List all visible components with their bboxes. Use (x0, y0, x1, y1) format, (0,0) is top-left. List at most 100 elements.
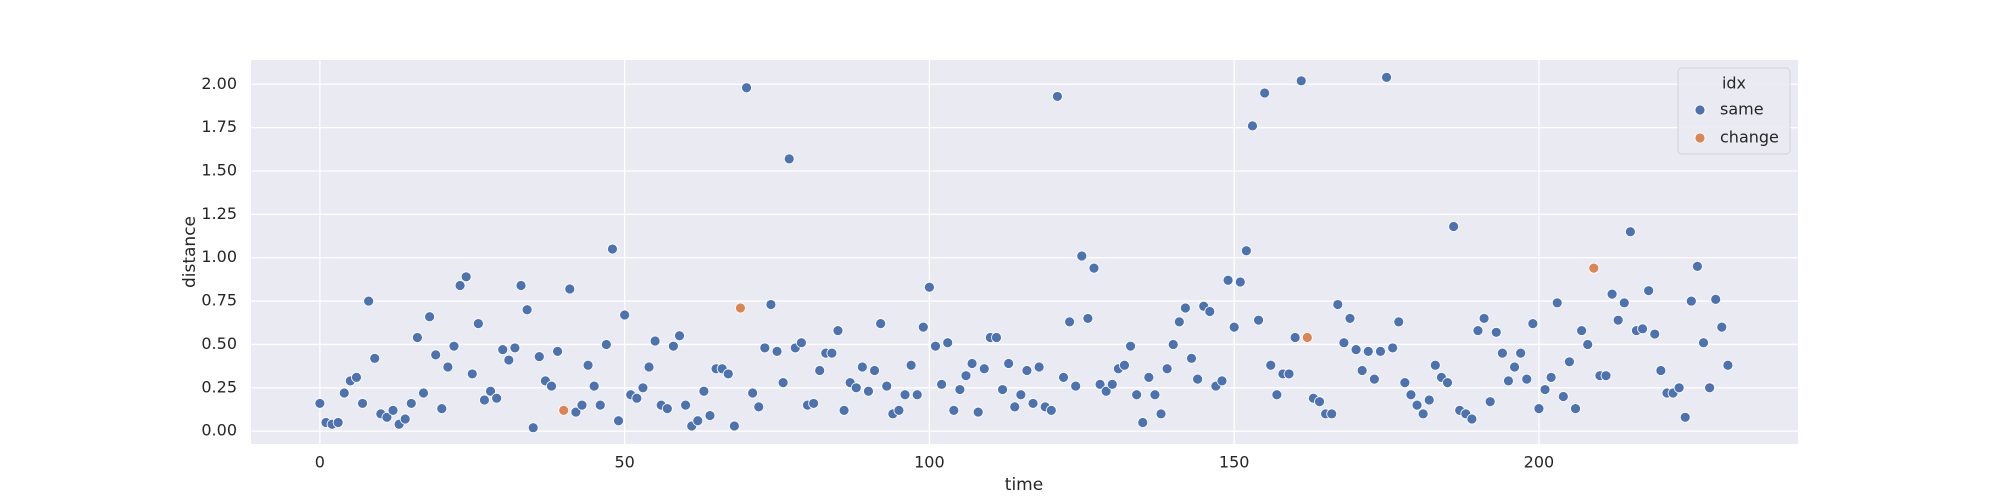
data-point (1021, 365, 1033, 376)
data-point (442, 361, 454, 373)
data-point (1362, 345, 1374, 357)
data-point (899, 389, 911, 401)
data-point (698, 385, 710, 397)
data-point (430, 349, 442, 361)
legend-label: same (1720, 100, 1764, 119)
data-point (1612, 314, 1624, 326)
data-point (314, 398, 326, 409)
data-point (637, 382, 649, 394)
data-point (1557, 391, 1569, 402)
data-point (960, 370, 972, 382)
data-point (735, 302, 746, 314)
data-point (1295, 75, 1307, 87)
data-point (1509, 361, 1520, 373)
data-point (448, 340, 460, 352)
data-point (893, 404, 905, 416)
data-point (521, 304, 533, 316)
data-point (1624, 226, 1636, 238)
data-point (1679, 411, 1691, 423)
data-point (1649, 328, 1661, 340)
data-point (948, 404, 960, 416)
data-point (594, 399, 606, 411)
legend-marker (1694, 132, 1706, 144)
data-point (576, 399, 588, 411)
data-point (1368, 373, 1380, 385)
data-point (1539, 384, 1551, 395)
data-point (917, 321, 929, 333)
data-point (1545, 371, 1557, 383)
data-point (930, 340, 941, 352)
y-tick-label: 1.00 (201, 247, 237, 266)
y-tick-label: 0.75 (201, 291, 237, 310)
data-point (1155, 408, 1167, 420)
y-tick-label: 1.50 (201, 161, 237, 180)
data-point (1137, 417, 1149, 428)
data-point (668, 340, 679, 352)
data-point (704, 410, 716, 421)
data-point (1253, 314, 1264, 326)
data-point (1417, 408, 1429, 420)
data-point (1289, 332, 1301, 343)
data-point (369, 352, 381, 364)
data-point (1685, 295, 1697, 307)
data-point (509, 342, 521, 354)
data-point (1722, 359, 1734, 371)
data-point (1637, 323, 1648, 335)
grid (251, 60, 1798, 444)
data-point (588, 380, 600, 392)
data-point (765, 299, 777, 310)
data-point (1186, 352, 1197, 364)
data-point (1100, 385, 1112, 397)
data-point (613, 415, 624, 427)
data-point (1222, 274, 1234, 286)
data-point (1167, 339, 1179, 350)
data-point (472, 318, 484, 330)
data-point (1582, 339, 1594, 350)
data-point (1600, 370, 1612, 382)
data-point (905, 359, 917, 371)
data-point (405, 398, 417, 409)
data-point (869, 365, 880, 376)
data-point (1466, 413, 1478, 425)
data-point (832, 325, 844, 336)
y-tick-label: 0.50 (201, 334, 237, 353)
y-axis-label: distance (180, 216, 200, 288)
data-point (1643, 285, 1655, 297)
data-point (1015, 389, 1027, 401)
data-point (911, 389, 923, 401)
data-point (351, 371, 362, 383)
data-point (1283, 368, 1295, 380)
data-point (863, 385, 874, 397)
data-point (1009, 401, 1021, 413)
data-point (728, 420, 740, 432)
data-point (582, 359, 594, 371)
data-point (357, 398, 368, 409)
data-point (1503, 375, 1514, 387)
data-point (978, 363, 990, 375)
data-point (1588, 262, 1600, 274)
data-point (497, 344, 509, 356)
data-point (1247, 120, 1258, 132)
data-point (875, 318, 887, 330)
data-point (1161, 363, 1173, 375)
data-point (741, 82, 752, 94)
data-point (1521, 373, 1533, 385)
data-point (661, 403, 673, 415)
data-point (1173, 316, 1185, 328)
data-point (966, 358, 978, 369)
data-point (1033, 361, 1045, 373)
data-point (1393, 316, 1405, 328)
data-point (387, 404, 399, 416)
x-axis-label: time (1005, 475, 1043, 495)
data-point (1259, 87, 1271, 99)
data-point (515, 280, 527, 291)
data-point (1052, 91, 1063, 102)
data-point (1399, 377, 1411, 389)
data-point (1478, 313, 1490, 324)
data-point (796, 337, 807, 349)
data-point (1301, 332, 1313, 343)
data-point (1692, 260, 1703, 272)
data-point (1106, 378, 1118, 390)
data-point (558, 404, 570, 416)
data-point (1490, 326, 1502, 338)
